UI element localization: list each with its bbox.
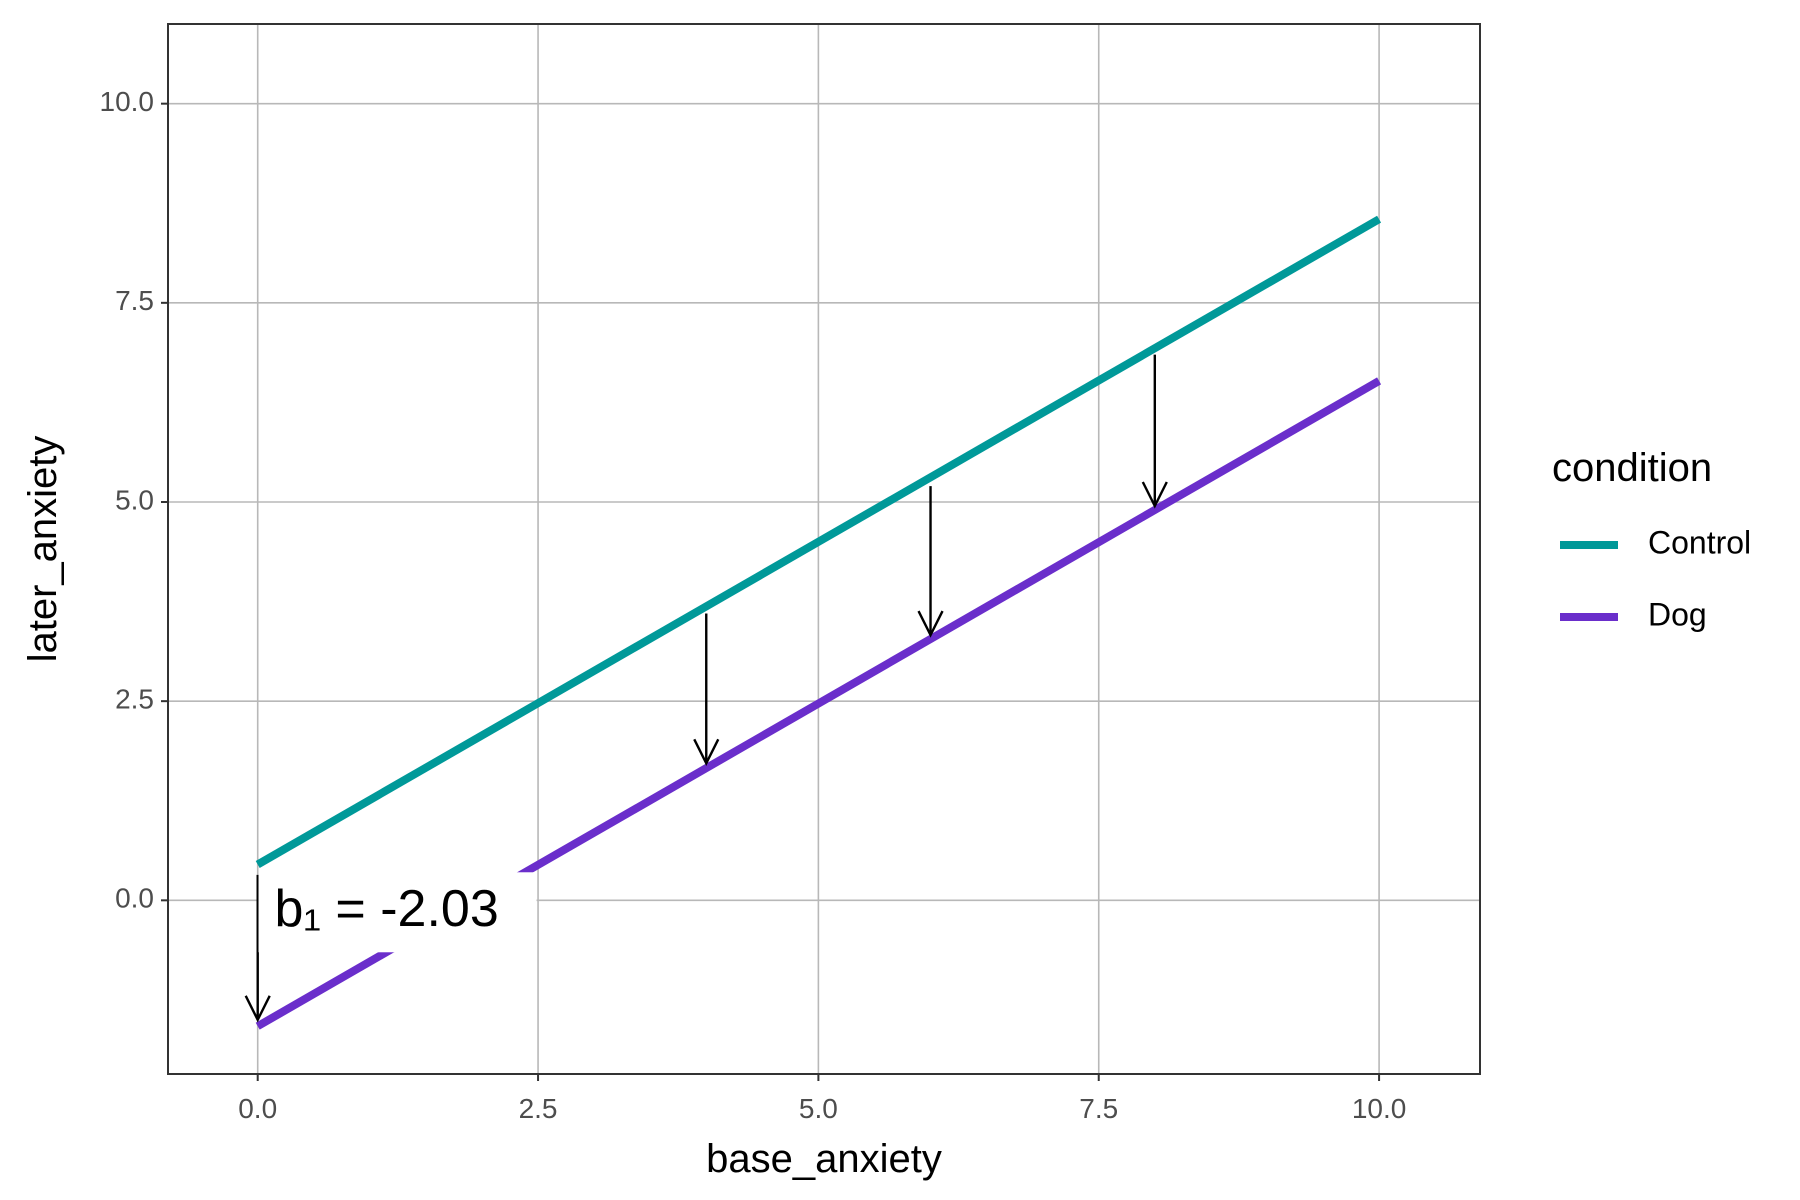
legend-title: condition: [1552, 446, 1712, 490]
x-tick-label-1: 2.5: [519, 1093, 558, 1124]
legend-label-control: Control: [1648, 524, 1751, 560]
y-tick-label-4: 10.0: [100, 86, 155, 117]
x-tick-label-2: 5.0: [799, 1093, 838, 1124]
y-tick-label-0: 0.0: [115, 883, 154, 914]
y-axis-title: later_anxiety: [21, 436, 65, 663]
arrow-head: [244, 995, 271, 1023]
arrow-head: [917, 610, 944, 638]
arrow-2: [917, 486, 944, 638]
arrow-0: [244, 874, 271, 1023]
legend-items: Control Dog: [1560, 524, 1751, 632]
difference-arrows: [244, 354, 1168, 1023]
arrow-head: [1141, 481, 1168, 509]
legend-item-control: Control: [1560, 524, 1751, 560]
y-tick-label-3: 7.5: [115, 285, 154, 316]
grid: [168, 24, 1480, 1074]
annotation: b₁ = -2.03: [258, 872, 537, 953]
panel-border: [167, 23, 1481, 1075]
annotation-label: b₁ = -2.03: [275, 880, 499, 938]
arrow-1: [693, 613, 720, 766]
x-tick-label-0: 0.0: [238, 1093, 277, 1124]
arrow-3: [1141, 354, 1168, 509]
annotation-background: [258, 872, 537, 953]
legend-item-dog: Dog: [1560, 596, 1707, 632]
y-tick-label-2: 5.0: [115, 484, 154, 515]
x-tick-label-3: 7.5: [1079, 1093, 1118, 1124]
arrow-head: [693, 738, 720, 766]
series-line-control: [255, 215, 1382, 868]
x-tick-label-4: 10.0: [1352, 1093, 1407, 1124]
y-tick-label-1: 2.5: [115, 684, 154, 715]
x-axis-title: base_anxiety: [706, 1137, 942, 1181]
y-axis-ticks: 0.0 2.5 5.0 7.5 10.0: [100, 86, 168, 914]
legend-label-dog: Dog: [1648, 596, 1707, 632]
x-axis-ticks: 0.0 2.5 5.0 7.5 10.0: [238, 1074, 1406, 1124]
legend: condition Control Dog: [1552, 446, 1751, 632]
